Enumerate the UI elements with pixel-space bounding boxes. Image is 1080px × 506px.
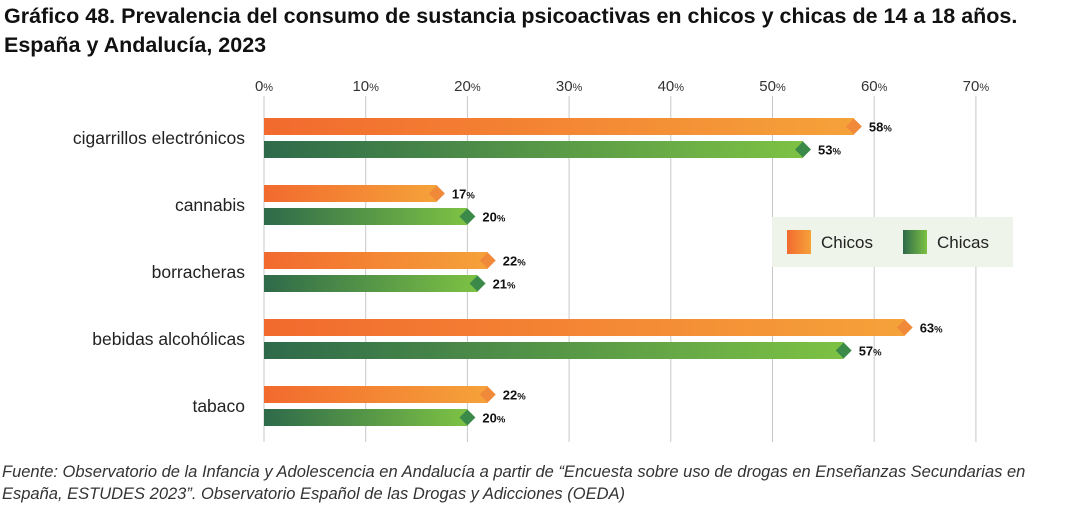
bar-end-marker: [459, 409, 476, 426]
value-label: 22%: [503, 388, 526, 403]
value-label: 20%: [482, 210, 505, 225]
x-tick-label: 60%: [861, 78, 888, 95]
bar-chicos: [264, 319, 905, 336]
value-label: 17%: [452, 187, 475, 202]
legend-swatch-chicas: [903, 230, 927, 254]
legend-label: Chicas: [937, 233, 989, 252]
x-axis-ticks: 0% 10% 20% 30% 40% 50% 60% 70%: [255, 78, 989, 95]
bar-chart: 0% 10% 20% 30% 40% 50% 60% 70% cigarrillos elec…: [73, 78, 1013, 442]
category-label: tabaco: [192, 396, 245, 416]
x-tick-label: 20%: [454, 78, 481, 95]
x-tick-label: 40%: [658, 78, 685, 95]
bar-chicas: [264, 275, 478, 292]
legend-box: [772, 217, 1013, 267]
value-labels: 58% 53% 17% 20% 22% 21% 63% 57% 22% 20%: [452, 120, 943, 426]
value-label: 22%: [503, 254, 526, 269]
bar-chicas: [264, 141, 804, 158]
category-label: borracheras: [152, 262, 246, 282]
source-note: Fuente: Observatorio de la Infancia y Ad…: [2, 463, 1026, 503]
bar-chicos: [264, 185, 437, 202]
category-label: cigarrillos electrónicos: [73, 128, 245, 148]
bar-end-marker: [459, 208, 476, 225]
chart-title: Gráfico 48. Prevalencia del consumo de s…: [4, 4, 1018, 57]
bar-end-marker: [795, 141, 812, 158]
bars: [264, 118, 913, 426]
x-tick-label: 30%: [556, 78, 583, 95]
bar-end-marker: [479, 386, 496, 403]
x-tick-label: 50%: [759, 78, 786, 95]
value-label: 53%: [818, 143, 841, 158]
category-label: bebidas alcohólicas: [92, 329, 245, 349]
bar-end-marker: [835, 342, 852, 359]
x-tick-label: 10%: [352, 78, 379, 95]
bar-chicas: [264, 409, 468, 426]
bar-chicos: [264, 252, 488, 269]
bar-end-marker: [428, 185, 445, 202]
value-label: 57%: [859, 344, 882, 359]
bar-end-marker: [469, 275, 486, 292]
bar-chicas: [264, 342, 844, 359]
value-label: 20%: [482, 411, 505, 426]
category-label: cannabis: [175, 195, 245, 215]
x-tick-label: 0%: [255, 78, 273, 95]
category-labels: cigarrillos electrónicos cannabis borrache…: [73, 128, 245, 416]
bar-chicos: [264, 386, 488, 403]
bar-chicas: [264, 208, 468, 225]
x-tick-label: 70%: [963, 78, 990, 95]
bar-chicos: [264, 118, 854, 135]
bar-end-marker: [845, 118, 862, 135]
bar-end-marker: [896, 319, 913, 336]
value-label: 63%: [920, 321, 943, 336]
legend-label: Chicos: [821, 233, 873, 252]
legend: Chicos Chicas: [772, 217, 1013, 267]
legend-swatch-chicos: [787, 230, 811, 254]
value-label: 21%: [493, 277, 516, 292]
value-label: 58%: [869, 120, 892, 135]
bar-end-marker: [479, 252, 496, 269]
